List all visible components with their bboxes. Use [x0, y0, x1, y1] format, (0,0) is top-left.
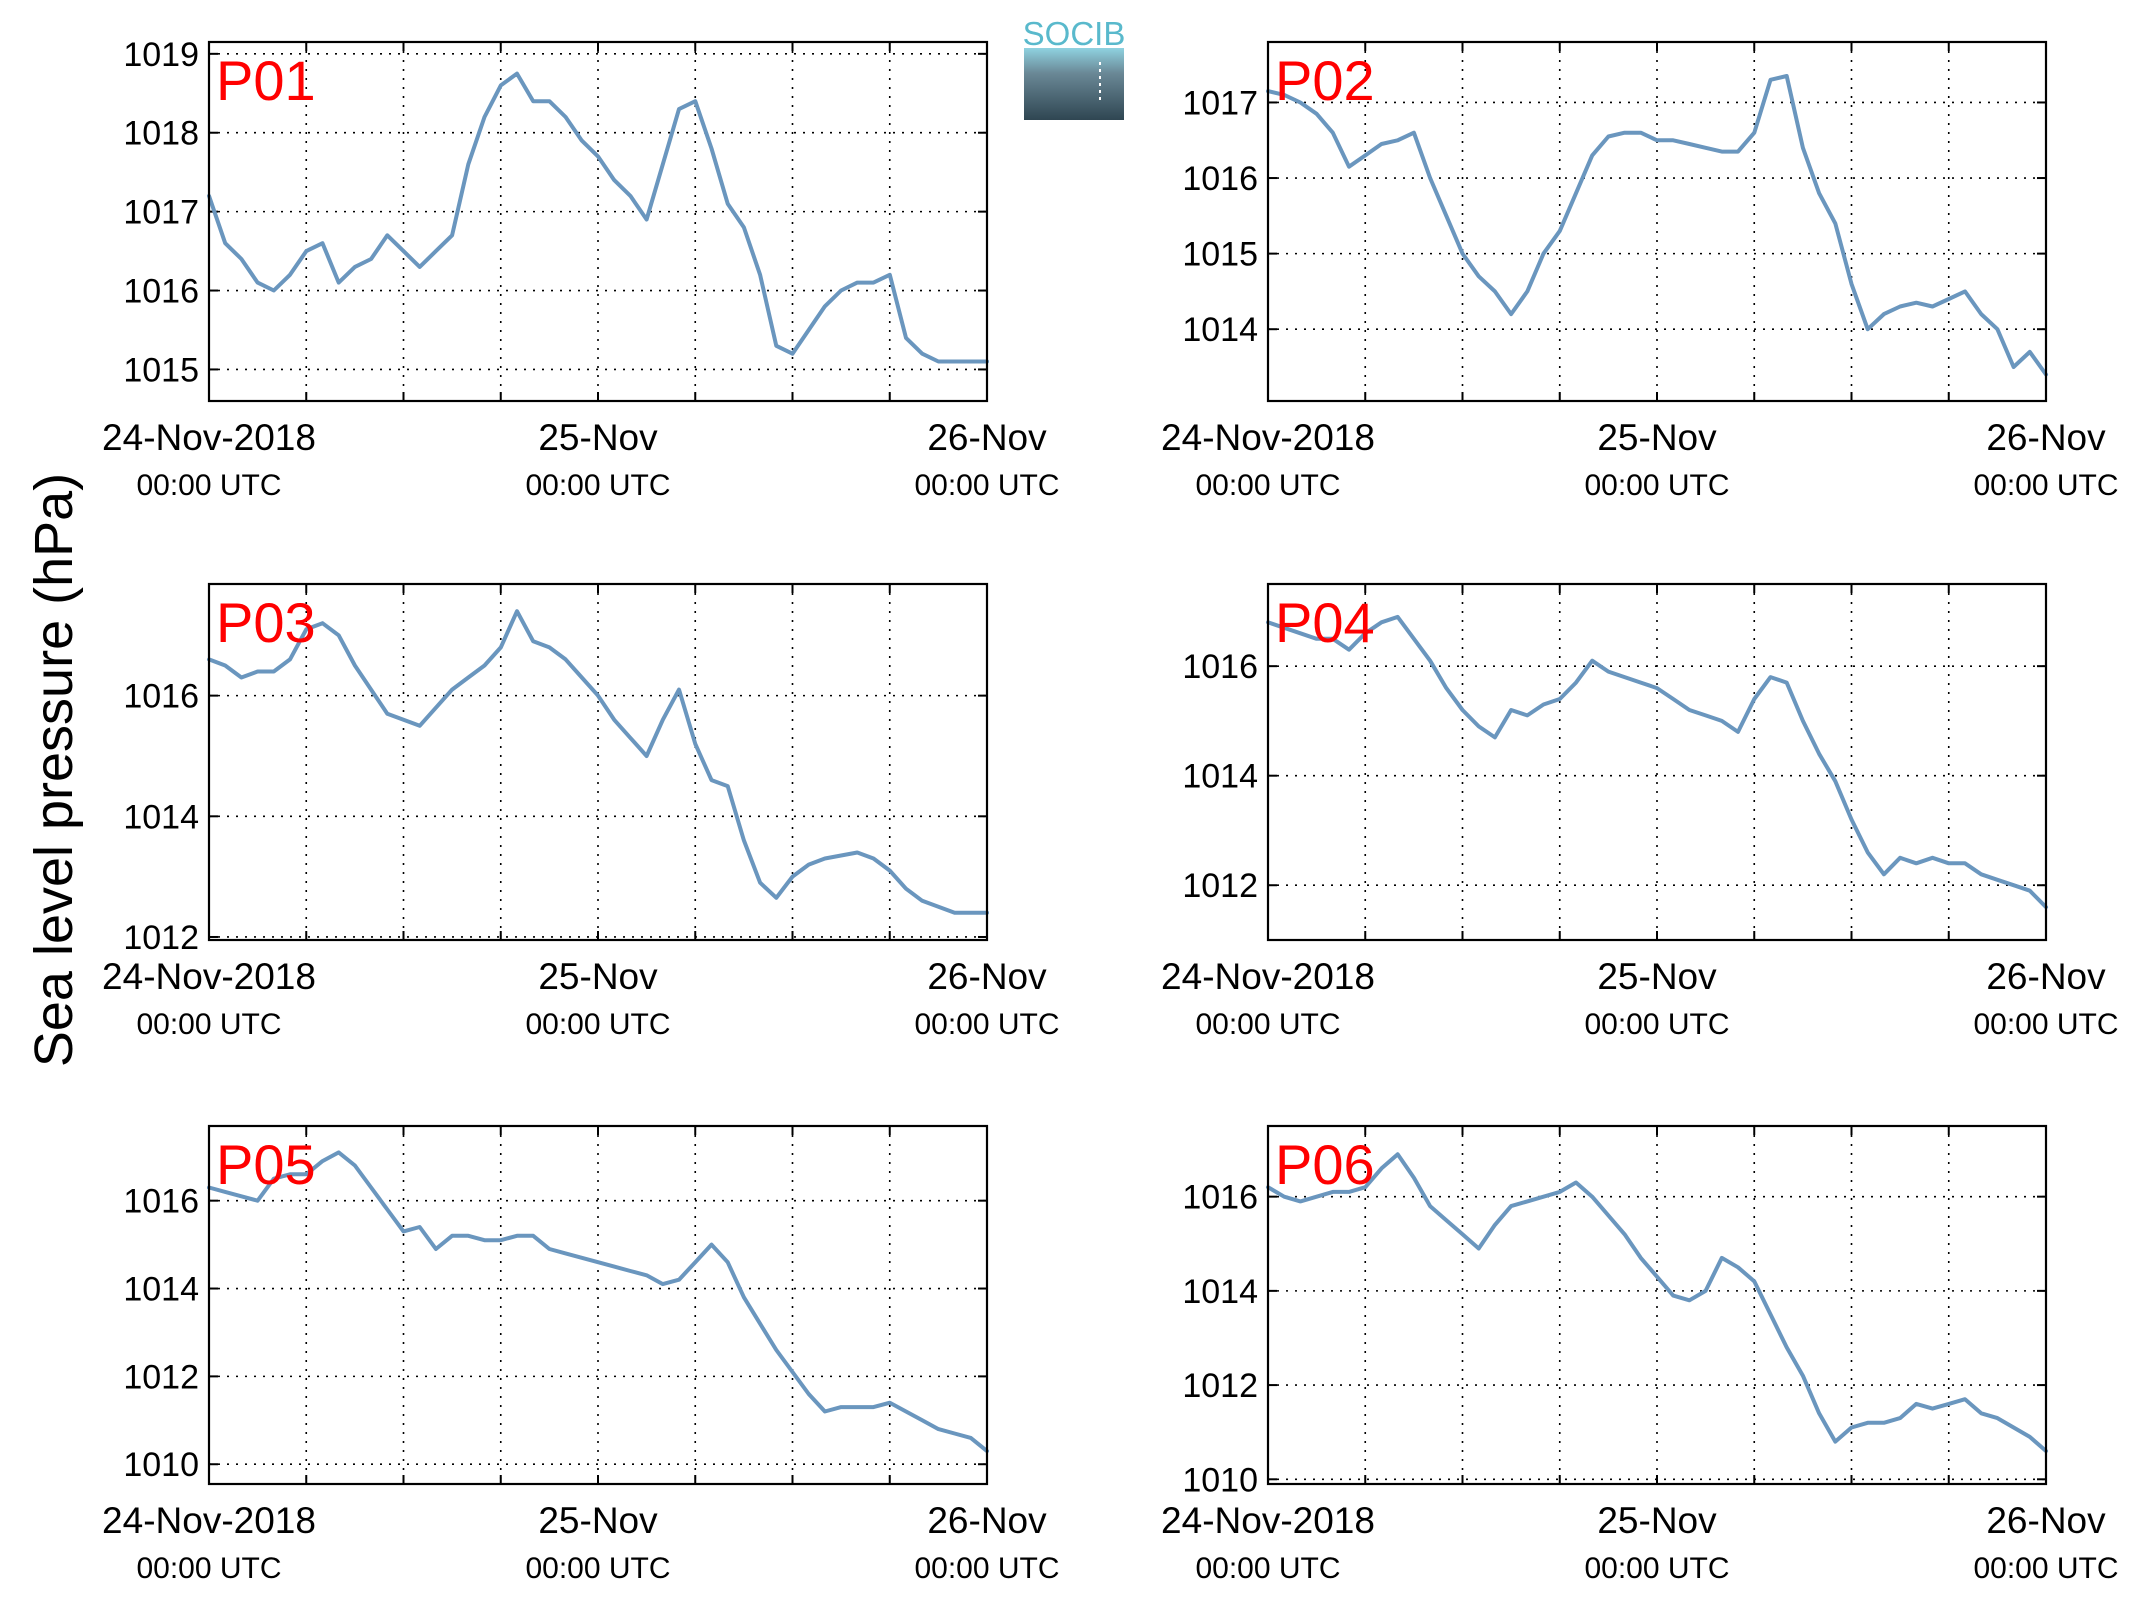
x-tick-label: 25-Nov — [538, 417, 658, 458]
panel-p06: 1010 1012 1014 1016 24-Nov-2018 00:00 UTC 25-N… — [1161, 1124, 2119, 1585]
plot-frame — [207, 40, 989, 403]
x-tick-sublabel: 00:00 UTC — [525, 1008, 670, 1041]
y-tick-label: 1014 — [1182, 1273, 1258, 1311]
plot-frame — [1266, 582, 2048, 942]
y-tick-label: 1015 — [123, 351, 199, 389]
plot-frame — [1266, 40, 2048, 403]
x-tick-sublabel: 00:00 UTC — [914, 469, 1059, 502]
y-tick-label: 1012 — [123, 1358, 199, 1396]
panel-p05: 1010 1012 1014 1016 24-Nov-2018 00:00 UTC 25-N… — [102, 1124, 1060, 1585]
y-tick-label: 1016 — [1182, 160, 1258, 198]
y-tick-label: 1014 — [123, 1271, 199, 1309]
y-tick-label: 1014 — [123, 798, 199, 836]
y-tick-label: 1016 — [123, 273, 199, 311]
x-tick-sublabel: 00:00 UTC — [914, 1552, 1059, 1585]
x-tick-sublabel: 00:00 UTC — [136, 1008, 281, 1041]
x-tick-sublabel: 00:00 UTC — [525, 469, 670, 502]
x-tick-sublabel: 00:00 UTC — [1195, 1008, 1340, 1041]
logo-text: SOCIB — [1023, 15, 1126, 52]
y-axis-label: Sea level pressure (hPa) — [24, 473, 84, 1067]
x-tick-label: 26-Nov — [1986, 1500, 2106, 1541]
y-tick-label: 1016 — [123, 1183, 199, 1221]
x-tick-label: 25-Nov — [1597, 1500, 1717, 1541]
series-line-p01 — [207, 71, 989, 364]
x-tick-sublabel: 00:00 UTC — [1195, 469, 1340, 502]
y-tick-label: 1014 — [1182, 758, 1258, 796]
x-tick-label: 24-Nov-2018 — [102, 956, 316, 997]
x-tick-sublabel: 00:00 UTC — [1195, 1552, 1340, 1585]
x-tick-label: 25-Nov — [538, 1500, 658, 1541]
y-tick-label: 1018 — [123, 115, 199, 153]
x-tick-sublabel: 00:00 UTC — [136, 1552, 281, 1585]
x-tick-label: 26-Nov — [1986, 956, 2106, 997]
panel-p03: 1012 1014 1016 24-Nov-2018 00:00 UTC 25-Nov 00… — [102, 582, 1060, 1041]
panel-label: P06 — [1275, 1133, 1375, 1196]
y-tick-label: 1016 — [1182, 1179, 1258, 1217]
x-tick-sublabel: 00:00 UTC — [525, 1552, 670, 1585]
x-tick-label: 25-Nov — [538, 956, 658, 997]
series-line-p02 — [1266, 74, 2048, 377]
x-tick-label: 25-Nov — [1597, 956, 1717, 997]
y-tick-label: 1012 — [1182, 867, 1258, 905]
series-line-p06 — [1266, 1152, 2048, 1453]
y-tick-label: 1016 — [1182, 648, 1258, 686]
x-tick-sublabel: 00:00 UTC — [1973, 1008, 2118, 1041]
y-tick-label: 1010 — [123, 1446, 199, 1484]
logo-block — [1024, 48, 1124, 120]
x-tick-label: 26-Nov — [1986, 417, 2106, 458]
panel-label: P02 — [1275, 49, 1375, 112]
x-tick-label: 24-Nov-2018 — [102, 417, 316, 458]
plot-frame — [207, 582, 989, 942]
x-tick-label: 26-Nov — [927, 417, 1047, 458]
y-tick-label: 1017 — [123, 194, 199, 232]
panel-p01: 1015 1016 1017 1018 1019 24-Nov-2018 00:00 UTC… — [102, 36, 1059, 502]
panels-container: 1015 1016 1017 1018 1019 24-Nov-2018 00:00 UTC… — [102, 36, 2118, 1585]
x-tick-sublabel: 00:00 UTC — [914, 1008, 1059, 1041]
x-tick-sublabel: 00:00 UTC — [1584, 1552, 1729, 1585]
x-tick-sublabel: 00:00 UTC — [1973, 1552, 2118, 1585]
series-line-p03 — [207, 609, 989, 915]
x-tick-label: 26-Nov — [927, 956, 1047, 997]
y-tick-label: 1016 — [123, 678, 199, 716]
y-tick-label: 1017 — [1182, 84, 1258, 122]
x-tick-label: 24-Nov-2018 — [1161, 417, 1375, 458]
x-tick-sublabel: 00:00 UTC — [1584, 1008, 1729, 1041]
x-tick-sublabel: 00:00 UTC — [136, 469, 281, 502]
y-tick-label: 1012 — [123, 919, 199, 957]
panel-p04: 1012 1014 1016 24-Nov-2018 00:00 UTC 25-Nov 00… — [1161, 582, 2119, 1041]
panel-label: P03 — [216, 591, 316, 654]
socib-logo: SOCIB — [1023, 15, 1126, 120]
y-tick-label: 1019 — [123, 36, 199, 74]
x-tick-label: 24-Nov-2018 — [1161, 1500, 1375, 1541]
series-line-p04 — [1266, 614, 2048, 910]
y-tick-label: 1010 — [1182, 1461, 1258, 1499]
panel-label: P01 — [216, 49, 316, 112]
x-tick-label: 24-Nov-2018 — [1161, 956, 1375, 997]
panel-label: P05 — [216, 1133, 316, 1196]
panel-p02: 1014 1015 1016 1017 24-Nov-2018 00:00 UTC 25-N… — [1161, 40, 2119, 502]
plot-frame — [1266, 1124, 2048, 1486]
x-tick-label: 26-Nov — [927, 1500, 1047, 1541]
x-tick-sublabel: 00:00 UTC — [1973, 469, 2118, 502]
panel-label: P04 — [1275, 591, 1375, 654]
plot-frame — [207, 1124, 989, 1486]
x-tick-sublabel: 00:00 UTC — [1584, 469, 1729, 502]
series-line-p05 — [207, 1150, 989, 1454]
y-tick-label: 1014 — [1182, 311, 1258, 349]
x-tick-label: 24-Nov-2018 — [102, 1500, 316, 1541]
x-tick-label: 25-Nov — [1597, 417, 1717, 458]
y-tick-label: 1012 — [1182, 1367, 1258, 1405]
y-tick-label: 1015 — [1182, 236, 1258, 274]
